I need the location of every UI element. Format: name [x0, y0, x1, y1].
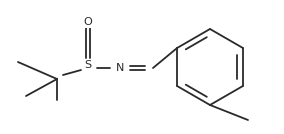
- Text: S: S: [84, 60, 91, 70]
- Text: O: O: [83, 17, 92, 27]
- Text: N: N: [116, 63, 124, 73]
